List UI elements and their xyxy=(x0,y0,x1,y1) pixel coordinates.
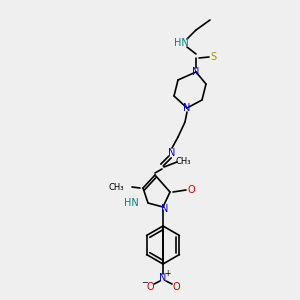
Text: HN: HN xyxy=(124,198,139,208)
Text: N: N xyxy=(168,148,176,158)
Text: N: N xyxy=(159,273,167,283)
Text: −: − xyxy=(142,278,148,287)
Text: +: + xyxy=(164,268,170,278)
Text: O: O xyxy=(187,185,195,195)
Text: N: N xyxy=(183,103,191,113)
Text: S: S xyxy=(210,52,216,62)
Text: CH₃: CH₃ xyxy=(109,182,124,191)
Text: O: O xyxy=(146,282,154,292)
Text: N: N xyxy=(161,204,169,214)
Text: O: O xyxy=(172,282,180,292)
Text: HN: HN xyxy=(174,38,188,48)
Text: N: N xyxy=(192,67,200,77)
Text: CH₃: CH₃ xyxy=(175,158,191,166)
